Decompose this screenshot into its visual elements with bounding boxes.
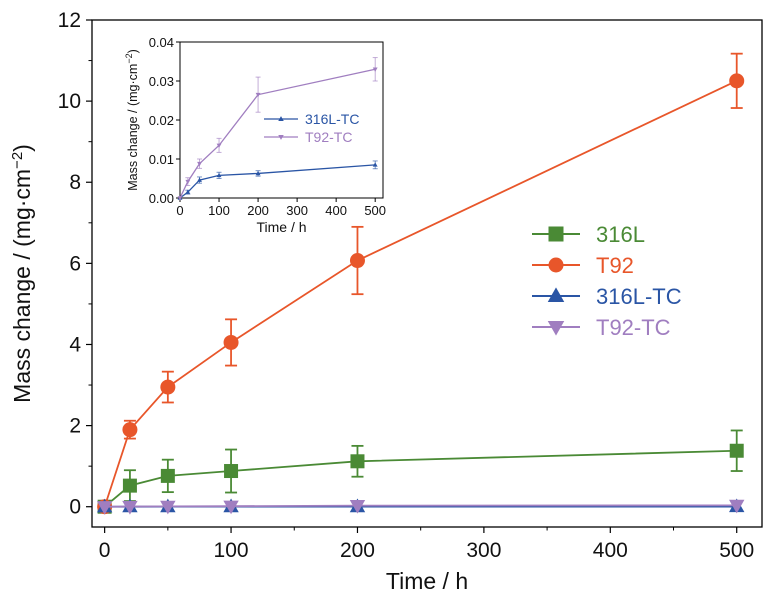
y-tick-label: 10 [58,90,81,113]
x-tick-label: 400 [593,539,628,562]
y-tick-label: 4 [69,333,81,356]
data-point [350,454,365,469]
data-point [122,478,137,493]
data-point [349,500,366,514]
inset-y-tick-label: 0.02 [149,113,174,128]
main-plot: 0 100 200 300 400 500 0 2 4 6 8 10 12 Time / h Mass ch… [9,9,763,594]
data-point [160,379,176,395]
legend-marker [547,287,565,302]
legend-marker [548,257,564,273]
inset-legend-marker [278,135,284,140]
y-tick-label: 2 [69,415,81,438]
inset-data-point [255,170,261,176]
data-point [729,499,745,514]
x-tick-label: 0 [99,539,111,562]
inset-data-point [216,143,222,148]
inset-legend-label: T92-TC [305,129,352,145]
x-tick-label: 100 [214,539,249,562]
series-line [104,449,737,508]
x-axis-label: Time / h [386,568,468,594]
plot-frame [91,19,763,528]
inset-y-tick-label: 0.00 [149,191,174,206]
data-point [122,500,138,515]
legend-label: T92-TC [596,315,671,340]
inset-y-tick-label: 0.01 [149,152,174,167]
legend-label: 316L-TC [596,284,682,309]
inset-data-point [372,67,378,72]
data-point [224,464,239,479]
y-tick-label: 8 [69,171,81,194]
inset-legend-marker [278,116,284,121]
legend: 316L T92 316L-TC T92-TC [532,222,682,340]
data-point [122,422,138,438]
y-tick-label: 12 [58,9,81,32]
y-axis-label: Mass change / (mg·cm−2) [9,144,36,403]
inset-y-axis-label: Mass change / (mg·cm−2) [124,49,140,191]
data-point [223,500,239,515]
inset-legend-label: 316L-TC [305,111,359,127]
inset-x-tick-label: 0 [176,203,183,218]
y-tick-label: 6 [69,252,81,275]
inset-plot: 0 100 200 300 400 500 0.00 0.01 0.02 0.03 0.04 Time… [124,35,386,235]
inset-x-tick-label: 300 [286,203,308,218]
inset-data-point [372,162,378,167]
x-tick-label: 500 [719,539,754,562]
legend-label: 316L [596,222,645,247]
y-tick-label: 0 [69,496,81,519]
series-line [103,80,738,508]
inset-data-point [197,177,202,182]
inset-data-point [185,189,191,194]
inset-x-tick-label: 100 [208,203,230,218]
data-point [349,253,365,269]
inset-y-tick-label: 0.03 [149,74,174,89]
inset-data-point [185,179,191,185]
x-tick-label: 300 [466,539,501,562]
inset-x-axis-label: Time / h [256,219,306,235]
legend-marker [547,321,565,336]
inset-data-point [177,196,183,201]
data-point [223,334,239,350]
data-point [729,73,745,89]
inset-y-tick-label: 0.04 [149,35,174,50]
inset-data-point [197,161,202,167]
data-point [160,500,176,515]
inset-x-tick-label: 400 [325,203,347,218]
data-point [729,443,744,458]
inset-data-point [255,92,261,98]
legend-label: T92 [596,253,634,278]
legend-marker [548,226,564,242]
inset-series-line [179,68,376,199]
inset-x-tick-label: 200 [247,203,269,218]
data-point [160,468,175,483]
data-point [96,501,113,515]
inset-x-tick-label: 500 [364,203,386,218]
inset-data-point [216,172,222,178]
x-tick-label: 200 [340,539,375,562]
